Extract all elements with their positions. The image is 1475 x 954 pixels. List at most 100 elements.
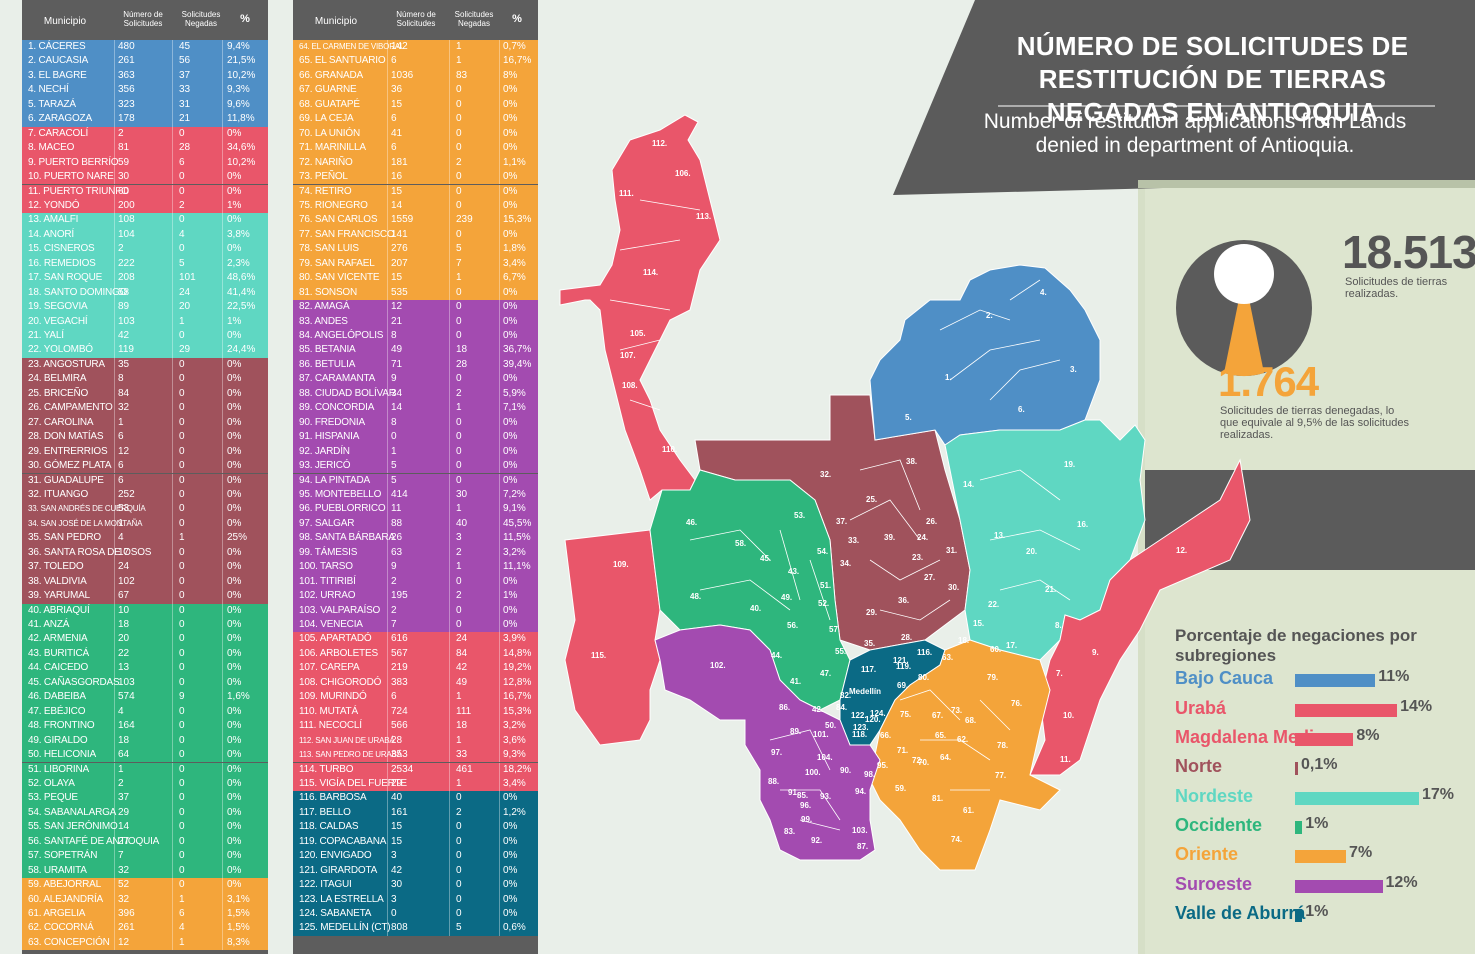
negadas-cell: 1: [179, 936, 185, 948]
percent-cell: 9,4%: [227, 41, 250, 52]
legend-item: Urabá 14%: [1175, 698, 1475, 722]
column-separator: [449, 68, 450, 84]
negadas-cell: 30: [456, 488, 468, 500]
column-separator: [449, 271, 450, 286]
percent-cell: 7,1%: [503, 402, 526, 414]
column-separator: [449, 473, 450, 488]
column-separator: [114, 921, 115, 936]
negadas-cell: 0: [179, 792, 185, 804]
table-row: 37. TOLEDO 24 0 0%: [22, 560, 268, 575]
table-header: Municipio Número de Solicitudes Solicitu…: [293, 0, 538, 38]
column-separator: [172, 170, 173, 185]
column-separator: [222, 256, 223, 272]
municipality-label: 22.: [988, 600, 999, 609]
table-row: 79. SAN RAFAEL 207 7 3,4%: [293, 256, 538, 272]
percent-cell: 0%: [503, 474, 518, 486]
municipio-cell: 75. RIONEGRO: [299, 199, 368, 211]
table-row: 61. ARGELIA 396 6 1,5%: [22, 907, 268, 922]
municipio-cell: 81. SONSON: [299, 286, 358, 298]
column-separator: [387, 545, 388, 561]
municipality-label: 62.: [957, 735, 968, 744]
table-row: 48. FRONTINO 164 0 0%: [22, 719, 268, 734]
column-separator: [387, 502, 388, 517]
municipality-label: 54.: [817, 547, 828, 556]
municipio-cell: 79. SAN RAFAEL: [299, 257, 375, 269]
column-separator: [499, 285, 500, 301]
table-row: 8. MACEO 81 28 34,6%: [22, 141, 268, 156]
column-separator: [172, 372, 173, 387]
municipio-cell: 15. CISNEROS: [28, 243, 95, 255]
percent-cell: 3,4%: [503, 257, 526, 269]
table-row: 4. NECHÍ 356 33 9,3%: [22, 83, 268, 98]
municipality-label: 1.: [945, 373, 952, 382]
municipio-cell: 4. NECHÍ: [28, 84, 69, 96]
negadas-cell: 0: [179, 763, 185, 775]
solicitudes-cell: 42: [391, 864, 403, 876]
municipio-cell: 91. HISPANIA: [299, 431, 360, 443]
municipality-label: 51.: [820, 581, 831, 590]
negadas-cell: 0: [179, 445, 185, 457]
column-separator: [387, 589, 388, 604]
column-separator: [114, 242, 115, 257]
column-separator: [114, 545, 115, 561]
municipality-label: 104.: [817, 753, 833, 762]
negadas-cell: 84: [456, 647, 468, 659]
column-separator: [449, 444, 450, 460]
legend-value: 7%: [1349, 844, 1373, 861]
table-row: 106. ARBOLETES 567 84 14,8%: [293, 646, 538, 662]
column-separator: [499, 170, 500, 185]
table-row: 27. CAROLINA 1 0 0%: [22, 415, 268, 431]
negadas-cell: 56: [179, 55, 191, 67]
municipio-cell: 57. SOPETRÁN: [28, 850, 98, 862]
percent-cell: 15,3%: [503, 214, 532, 226]
column-separator: [387, 921, 388, 936]
municipality-label: 2.: [986, 311, 993, 320]
solicitudes-cell: 164: [118, 720, 135, 732]
percent-cell: 15,3%: [503, 705, 532, 717]
column-separator: [499, 675, 500, 691]
legend-label: Occidente: [1175, 815, 1263, 835]
column-separator: [449, 863, 450, 879]
percent-cell: 0%: [227, 835, 242, 847]
negadas-cell: 6: [179, 908, 185, 919]
column-separator: [387, 690, 388, 705]
table-row: 60. ALEJANDRÍA 32 1 3,1%: [22, 892, 268, 907]
column-separator: [114, 300, 115, 315]
negadas-cell: 0: [179, 575, 185, 587]
percent-cell: 34,6%: [227, 142, 256, 154]
municipio-cell: 23. ANGOSTURA: [28, 358, 105, 370]
solicitudes-cell: 71: [391, 358, 403, 370]
municipio-cell: 56. SANTAFÉ DE ANTIOQUIA: [28, 835, 160, 847]
solicitudes-cell: 222: [118, 257, 135, 269]
table-row: 64. EL CARMEN DE VIBORAL 142 1 0,7%: [293, 40, 538, 55]
column-separator: [449, 516, 450, 532]
solicitudes-cell: 13: [118, 662, 130, 674]
column-separator: [449, 762, 450, 777]
municipio-cell: 26. CAMPAMENTO: [28, 402, 113, 414]
municipio-cell: 62. COCORNÁ: [28, 922, 94, 934]
percent-cell: 9,3%: [503, 749, 526, 761]
table-row: 36. SANTA ROSA DE OSOS 17 0 0%: [22, 545, 268, 561]
column-separator: [499, 141, 500, 156]
negadas-cell: 0: [179, 460, 185, 472]
solicitudes-cell: 8: [391, 416, 397, 428]
column-separator: [222, 343, 223, 358]
municipio-cell: 67. GUARNE: [299, 84, 357, 96]
negadas-cell: 0: [456, 604, 462, 616]
table-row: 84. ANGELÓPOLIS 8 0 0%: [293, 329, 538, 344]
percent-cell: 36,7%: [503, 344, 532, 356]
denied-value: 1.764: [1218, 358, 1319, 405]
solicitudes-cell: 64: [118, 749, 130, 761]
municipio-cell: 42. ARMENIA: [28, 633, 88, 645]
legend-value: 12%: [1385, 874, 1418, 891]
solicitudes-cell: 16: [391, 171, 403, 183]
column-separator: [172, 473, 173, 488]
municipio-cell: 123. LA ESTRELLA: [299, 893, 384, 905]
column-separator: [172, 126, 173, 142]
solicitudes-cell: 1: [118, 517, 124, 529]
column-separator: [114, 314, 115, 329]
percent-cell: 0%: [503, 301, 518, 313]
column-separator: [172, 401, 173, 416]
percent-cell: 10,2%: [227, 156, 256, 168]
table-row: 30. GÓMEZ PLATA 6 0 0%: [22, 459, 268, 474]
